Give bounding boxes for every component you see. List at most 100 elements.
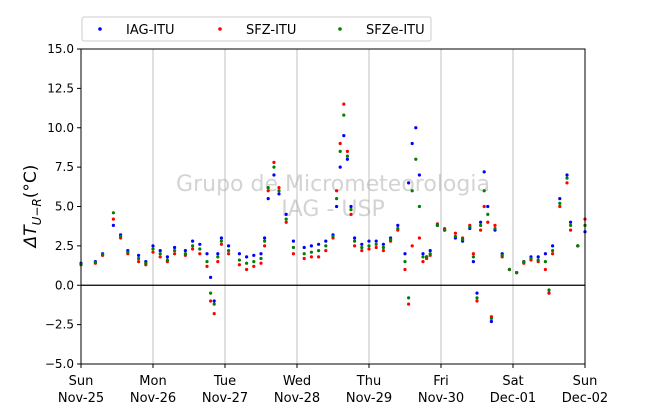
data-point (317, 249, 321, 253)
data-point (259, 261, 263, 265)
data-point (158, 255, 162, 259)
data-point (216, 255, 220, 259)
data-point (493, 226, 497, 231)
data-point (263, 236, 267, 240)
data-point (493, 223, 497, 227)
data-point (410, 189, 414, 193)
y-axis-label: ΔTU−R(°C) (21, 165, 44, 250)
data-point (565, 173, 569, 177)
x-tick-date-label: Nov-30 (418, 391, 464, 406)
data-point (435, 223, 439, 227)
legend-marker (98, 27, 102, 31)
data-point (471, 260, 475, 264)
data-point (324, 244, 328, 248)
series-sfze-itu (79, 113, 587, 320)
data-point (565, 181, 569, 185)
data-point (277, 189, 281, 193)
data-point (111, 217, 115, 221)
data-point (309, 250, 313, 254)
data-point (335, 197, 339, 201)
data-point (302, 256, 306, 261)
data-point (421, 260, 425, 264)
data-point (205, 260, 209, 264)
data-point (551, 249, 555, 253)
data-point (507, 267, 511, 272)
data-point (367, 239, 371, 243)
data-point (309, 255, 313, 259)
x-tick-day-label: Mon (139, 374, 166, 389)
data-point (407, 302, 411, 306)
data-point (482, 189, 486, 193)
data-point (489, 316, 493, 320)
data-point (536, 255, 540, 259)
y-tick-label: 10.0 (47, 121, 74, 135)
data-point (374, 242, 378, 246)
data-point (536, 258, 540, 262)
data-point (173, 249, 177, 253)
data-point (331, 234, 335, 239)
x-tick-date-label: Nov-26 (130, 391, 176, 406)
data-point (453, 231, 457, 235)
data-point (137, 260, 141, 264)
data-point (414, 157, 418, 161)
data-point (486, 220, 490, 224)
data-point (403, 260, 407, 264)
data-point (468, 225, 472, 229)
x-tick-day-label: Sat (502, 374, 523, 389)
data-point (227, 252, 231, 256)
data-point (266, 186, 270, 190)
data-point (165, 255, 169, 259)
data-point (482, 170, 486, 174)
data-point (529, 256, 533, 261)
data-point (403, 267, 407, 272)
data-point (335, 204, 339, 209)
data-point (428, 249, 432, 253)
data-point (381, 245, 385, 250)
y-tick-label: 2.5 (55, 239, 74, 253)
data-point (151, 244, 155, 248)
data-point (360, 245, 364, 250)
data-point (284, 212, 288, 216)
data-point (227, 249, 231, 253)
data-point (119, 234, 123, 239)
data-point (277, 192, 281, 196)
data-point (198, 252, 202, 256)
watermark: Grupo de Micrometeorologia IAG - USP (176, 172, 490, 222)
data-point (173, 252, 177, 256)
data-point (205, 252, 209, 256)
x-tick-date-label: Nov-27 (202, 391, 248, 406)
data-point (396, 226, 400, 231)
x-tick-date-label: Dec-01 (490, 391, 536, 406)
data-point (209, 275, 213, 279)
y-tick-label: 12.5 (47, 81, 74, 95)
data-point (425, 255, 429, 259)
data-point (479, 223, 483, 227)
data-point (324, 239, 328, 243)
data-point (165, 258, 169, 262)
data-point (216, 252, 220, 256)
data-point (284, 220, 288, 224)
data-point (500, 253, 504, 257)
data-point (342, 102, 346, 106)
data-point (389, 237, 393, 242)
data-point (489, 319, 493, 324)
data-point (237, 252, 241, 256)
data-point (266, 197, 270, 201)
y-tick-label: 15.0 (47, 42, 74, 56)
data-point (576, 244, 580, 248)
data-point (471, 255, 475, 259)
y-tick-label: −5.0 (45, 357, 74, 371)
data-point (547, 291, 551, 295)
data-point (421, 255, 425, 259)
x-tick-date-label: Nov-25 (58, 391, 104, 406)
data-point (353, 239, 357, 243)
data-point (183, 249, 187, 253)
data-point (144, 261, 148, 265)
data-point (252, 253, 256, 257)
data-point (461, 237, 465, 242)
data-point (367, 244, 371, 248)
y-tick-label: −2.5 (45, 318, 74, 332)
data-point (421, 252, 425, 256)
data-point (191, 247, 195, 251)
